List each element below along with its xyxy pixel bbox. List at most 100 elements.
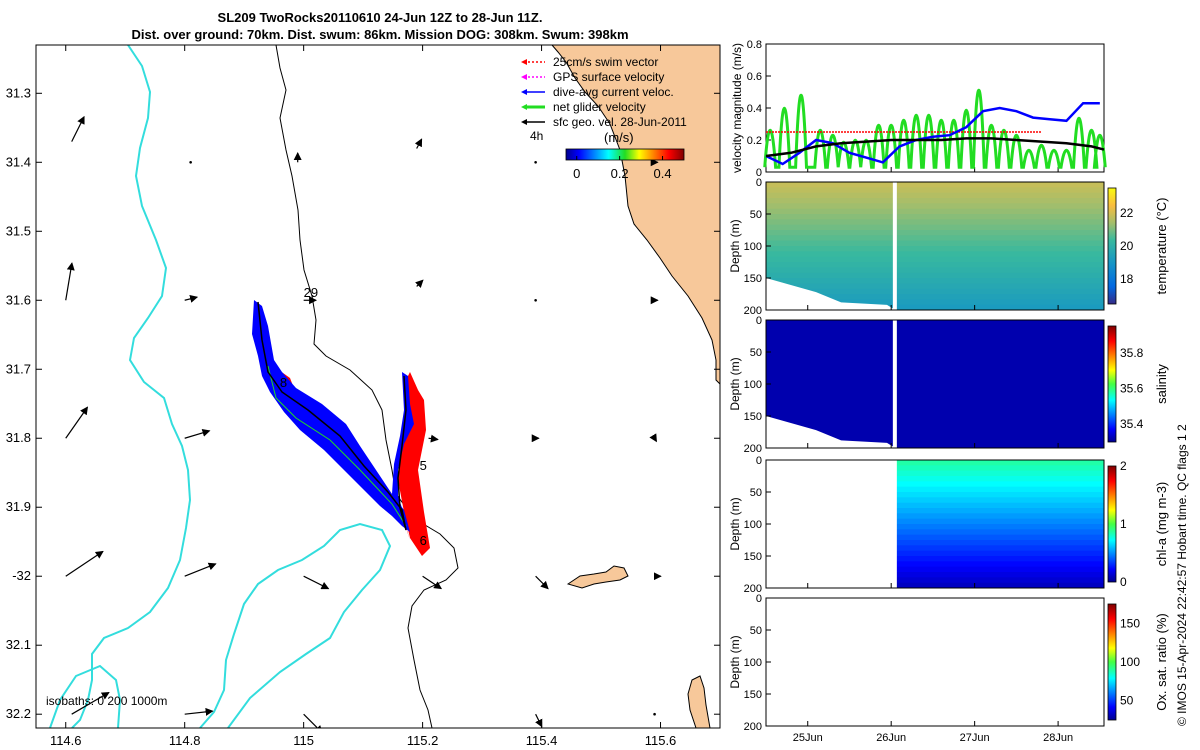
depth-tick-label: 0 (756, 177, 762, 189)
section-data-band (895, 492, 1104, 498)
section-data-band (766, 437, 1104, 444)
current-vector (428, 434, 439, 443)
colorbar-tick-label: 0.4 (654, 166, 672, 181)
current-vector (65, 262, 75, 301)
depth-tick-label: 200 (744, 583, 762, 595)
section-panel-temperature: 0 50 100 150 200 Depth (m) 22 20 18 temperature (… (728, 177, 1169, 317)
section-colorbar-tick-label: 0 (1120, 575, 1127, 589)
depth-tick-label: 100 (744, 379, 762, 391)
section-data-band (895, 572, 1104, 578)
section-data-band (766, 267, 1104, 274)
section-data-band (766, 378, 1104, 385)
speed-colorbar: 4h (m/s) 0 0.2 0.4 (530, 129, 685, 181)
current-vector (535, 575, 549, 590)
section-data-band (766, 278, 1104, 284)
section-data-band (766, 325, 1104, 332)
plot-title-line-2: Dist. over ground: 70km. Dist. swum: 86k… (131, 27, 629, 42)
section-data-band (766, 182, 1104, 188)
legend-arrowhead (521, 74, 527, 80)
current-vector (189, 160, 192, 164)
map-x-tick-label: 115 (293, 733, 314, 748)
section-colorbar-tick-label: 35.8 (1120, 346, 1144, 360)
day-label: 5 (420, 458, 427, 473)
section-data-band (895, 529, 1104, 536)
isobath-1000m (275, 45, 459, 728)
time-tick-label: 27Jun (960, 732, 990, 744)
section-data-gap (892, 182, 897, 310)
section-panel-salinity: 0 50 100 150 200 Depth (m) 35.8 35.6 35.4 salinit… (728, 315, 1169, 455)
isobath-legend: isobaths: 0 200 1000m (46, 694, 167, 708)
current-vector (184, 428, 211, 439)
velocity-y-tick-label: 0 (756, 167, 762, 179)
section-data-band (895, 470, 1104, 477)
legend-arrowhead (521, 59, 527, 65)
section-data-gap (892, 320, 897, 448)
depth-tick-label: 50 (750, 347, 762, 359)
section-data-band (766, 389, 1104, 396)
current-vector (534, 298, 537, 302)
section-data-band (895, 508, 1104, 514)
section-colorbar-label: Ox. sat. ratio (%) (1154, 613, 1169, 711)
section-data-band (766, 192, 1104, 199)
map-y-tick-label: 31.6 (6, 292, 31, 307)
section-data-band (895, 550, 1104, 557)
section-data-band (895, 582, 1104, 589)
section-data-band (895, 518, 1104, 525)
section-data-band (766, 262, 1104, 268)
track-net-velocity-green (267, 365, 407, 527)
colorbar-tick-label: 0.2 (611, 166, 629, 181)
time-tick-label: 28Jun (1043, 732, 1073, 744)
section-data-band (766, 442, 1104, 449)
section-colorbar-tick-label: 2 (1120, 459, 1127, 473)
section-data-band (895, 545, 1104, 552)
section-axes-frame (765, 597, 1105, 727)
isobath-200m-loop (199, 522, 392, 728)
legend-label: net glider velocity (553, 100, 646, 114)
depth-tick-label: 150 (744, 411, 762, 423)
velocity-series-dive-avg (765, 101, 1100, 166)
section-data-band (766, 304, 1104, 311)
section-colorbar-label: salinity (1154, 364, 1169, 404)
land-area (551, 45, 720, 385)
depth-axis-label: Depth (m) (728, 219, 742, 272)
section-data-band (766, 230, 1104, 236)
colorbar-gradient (565, 148, 685, 161)
section-data-band (895, 481, 1104, 488)
depth-tick-label: 50 (750, 209, 762, 221)
section-data-band (895, 465, 1104, 472)
depth-axis-label: Depth (m) (728, 357, 742, 410)
section-colorbar (1107, 603, 1117, 721)
map-y-tick-label: 32.2 (6, 706, 31, 721)
section-data-band (895, 556, 1104, 562)
depth-tick-label: 200 (744, 721, 762, 733)
legend-arrowhead (521, 119, 527, 125)
section-data-band (766, 219, 1104, 226)
colorbar-title: (m/s) (604, 130, 634, 145)
section-data-band (766, 432, 1104, 438)
section-colorbar-tick-label: 18 (1120, 272, 1134, 286)
section-data-band (766, 400, 1104, 406)
section-seafloor-mask (766, 278, 896, 310)
section-data-band (895, 460, 1104, 466)
section-data-gap (892, 460, 897, 588)
velocity-y-tick-label: 0.6 (747, 71, 762, 83)
map-y-tick-label: 31.8 (6, 430, 31, 445)
velocity-y-tick-label: 0.4 (747, 103, 762, 115)
section-seafloor-mask (766, 556, 896, 588)
legend-arrowhead (521, 89, 527, 95)
section-data-band (766, 251, 1104, 258)
depth-tick-label: 100 (744, 241, 762, 253)
glider-track (252, 300, 430, 556)
legend-label: GPS surface velocity (553, 70, 664, 84)
current-vector (535, 713, 543, 728)
track-line (257, 301, 407, 531)
section-data-band (766, 394, 1104, 401)
section-colorbar-tick-label: 35.6 (1120, 381, 1144, 395)
depth-tick-label: 100 (744, 657, 762, 669)
current-vector (415, 279, 424, 289)
section-data-band (766, 362, 1104, 369)
map-y-tick-label: 31.5 (6, 223, 31, 238)
